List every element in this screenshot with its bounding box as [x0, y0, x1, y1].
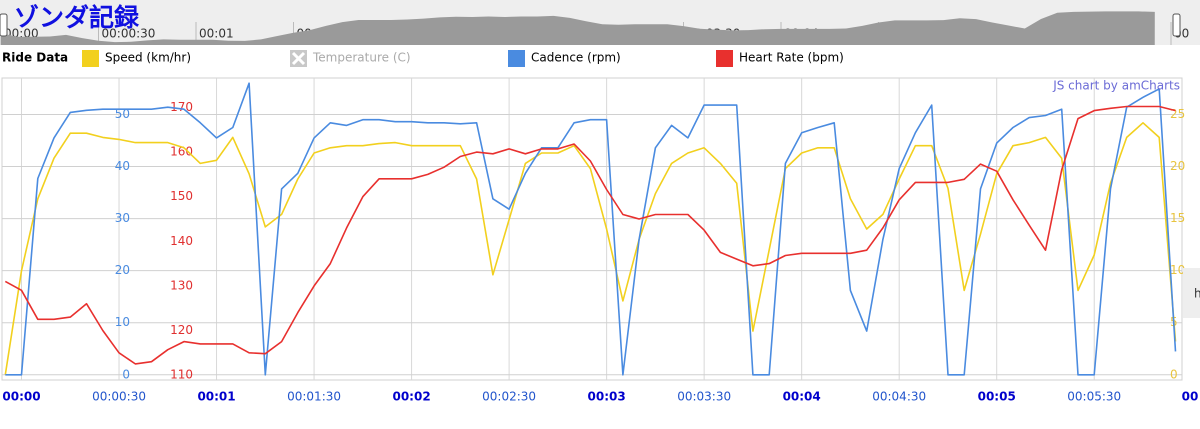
legend-label[interactable]: Temperature (C) — [312, 51, 411, 65]
y2-tick-label: 120 — [170, 323, 193, 337]
legend-item[interactable]: Temperature (C) — [290, 50, 411, 67]
scroll-grip-right[interactable] — [1172, 13, 1181, 37]
y3-tick-label: 20 — [1170, 159, 1185, 173]
series-line — [4, 105, 1176, 365]
y2-tick-label: 140 — [170, 234, 193, 248]
x-tick-label: 00:04:30 — [872, 390, 926, 404]
legend-hidden-icon[interactable] — [291, 51, 306, 66]
y2-tick-label: 150 — [170, 189, 193, 203]
x-tick-label: 00:00:30 — [92, 390, 146, 404]
plot-area: 00:00 00:00:30 00:01 00:01:30 00:02 00:02:30 0… — [2, 78, 1198, 404]
y3-tick-label: 10 — [1170, 263, 1185, 277]
x-tick-label: 00 — [1182, 390, 1199, 404]
legend-swatch[interactable] — [508, 50, 525, 67]
y-tick-label: 0 — [122, 367, 130, 381]
scroll-grip-left[interactable] — [0, 13, 8, 37]
legend-label[interactable]: Speed (km/hr) — [105, 51, 191, 65]
credit[interactable]: JS chart by amCharts — [1052, 79, 1180, 93]
legend-item[interactable]: Cadence (rpm) — [508, 50, 621, 67]
series-line — [4, 122, 1177, 375]
x-tick-label: 00:02 — [392, 390, 430, 404]
legend-item[interactable]: Speed (km/hr) — [82, 50, 191, 67]
y2-tick-label: 130 — [170, 278, 193, 292]
y3-tick-label: 0 — [1170, 367, 1178, 381]
x-tick-label: 00:04 — [783, 390, 821, 404]
series-line — [5, 82, 1177, 376]
legend-label[interactable]: Heart Rate (bpm) — [739, 51, 844, 65]
navigator-tick-label: 00:01 — [199, 27, 234, 41]
side-button-label[interactable]: h — [1194, 287, 1200, 301]
y2-tick-label: 170 — [170, 100, 193, 114]
x-tick-label: 00:01 — [197, 390, 235, 404]
x-tick-label: 00:05:30 — [1067, 390, 1121, 404]
navigator-area — [1, 11, 1155, 45]
y-tick-label: 10 — [115, 315, 130, 329]
navigator: 00:0000:00:3000:0100:01:3000:0200:02:300… — [0, 11, 1189, 45]
legend-title: Ride Data — [2, 51, 68, 65]
x-tick-label: 00:01:30 — [287, 390, 341, 404]
y2-tick-label: 110 — [170, 368, 193, 382]
navigator-tick-label: 00:00:30 — [102, 27, 156, 41]
y-tick-label: 40 — [115, 159, 130, 173]
x-tick-label: 00:05 — [978, 390, 1016, 404]
legend-item[interactable]: Heart Rate (bpm) — [716, 50, 844, 67]
x-tick-label: 00:03:30 — [677, 390, 731, 404]
y3-tick-label: 15 — [1170, 211, 1185, 225]
legend-label[interactable]: Cadence (rpm) — [531, 51, 621, 65]
legend-swatch[interactable] — [716, 50, 733, 67]
x-tick-label: 00:02:30 — [482, 390, 536, 404]
x-tick-label: 00:00 — [2, 390, 40, 404]
y-tick-label: 20 — [115, 263, 130, 277]
x-tick-label: 00:03 — [588, 390, 626, 404]
chart-title: ゾンダ記録 — [14, 3, 140, 32]
y2-tick-label: 160 — [170, 145, 193, 159]
legend-swatch[interactable] — [82, 50, 99, 67]
y-tick-label: 50 — [115, 107, 130, 121]
plot-frame — [1, 77, 1183, 381]
side-button[interactable] — [1183, 268, 1200, 318]
y-tick-label: 30 — [115, 211, 130, 225]
